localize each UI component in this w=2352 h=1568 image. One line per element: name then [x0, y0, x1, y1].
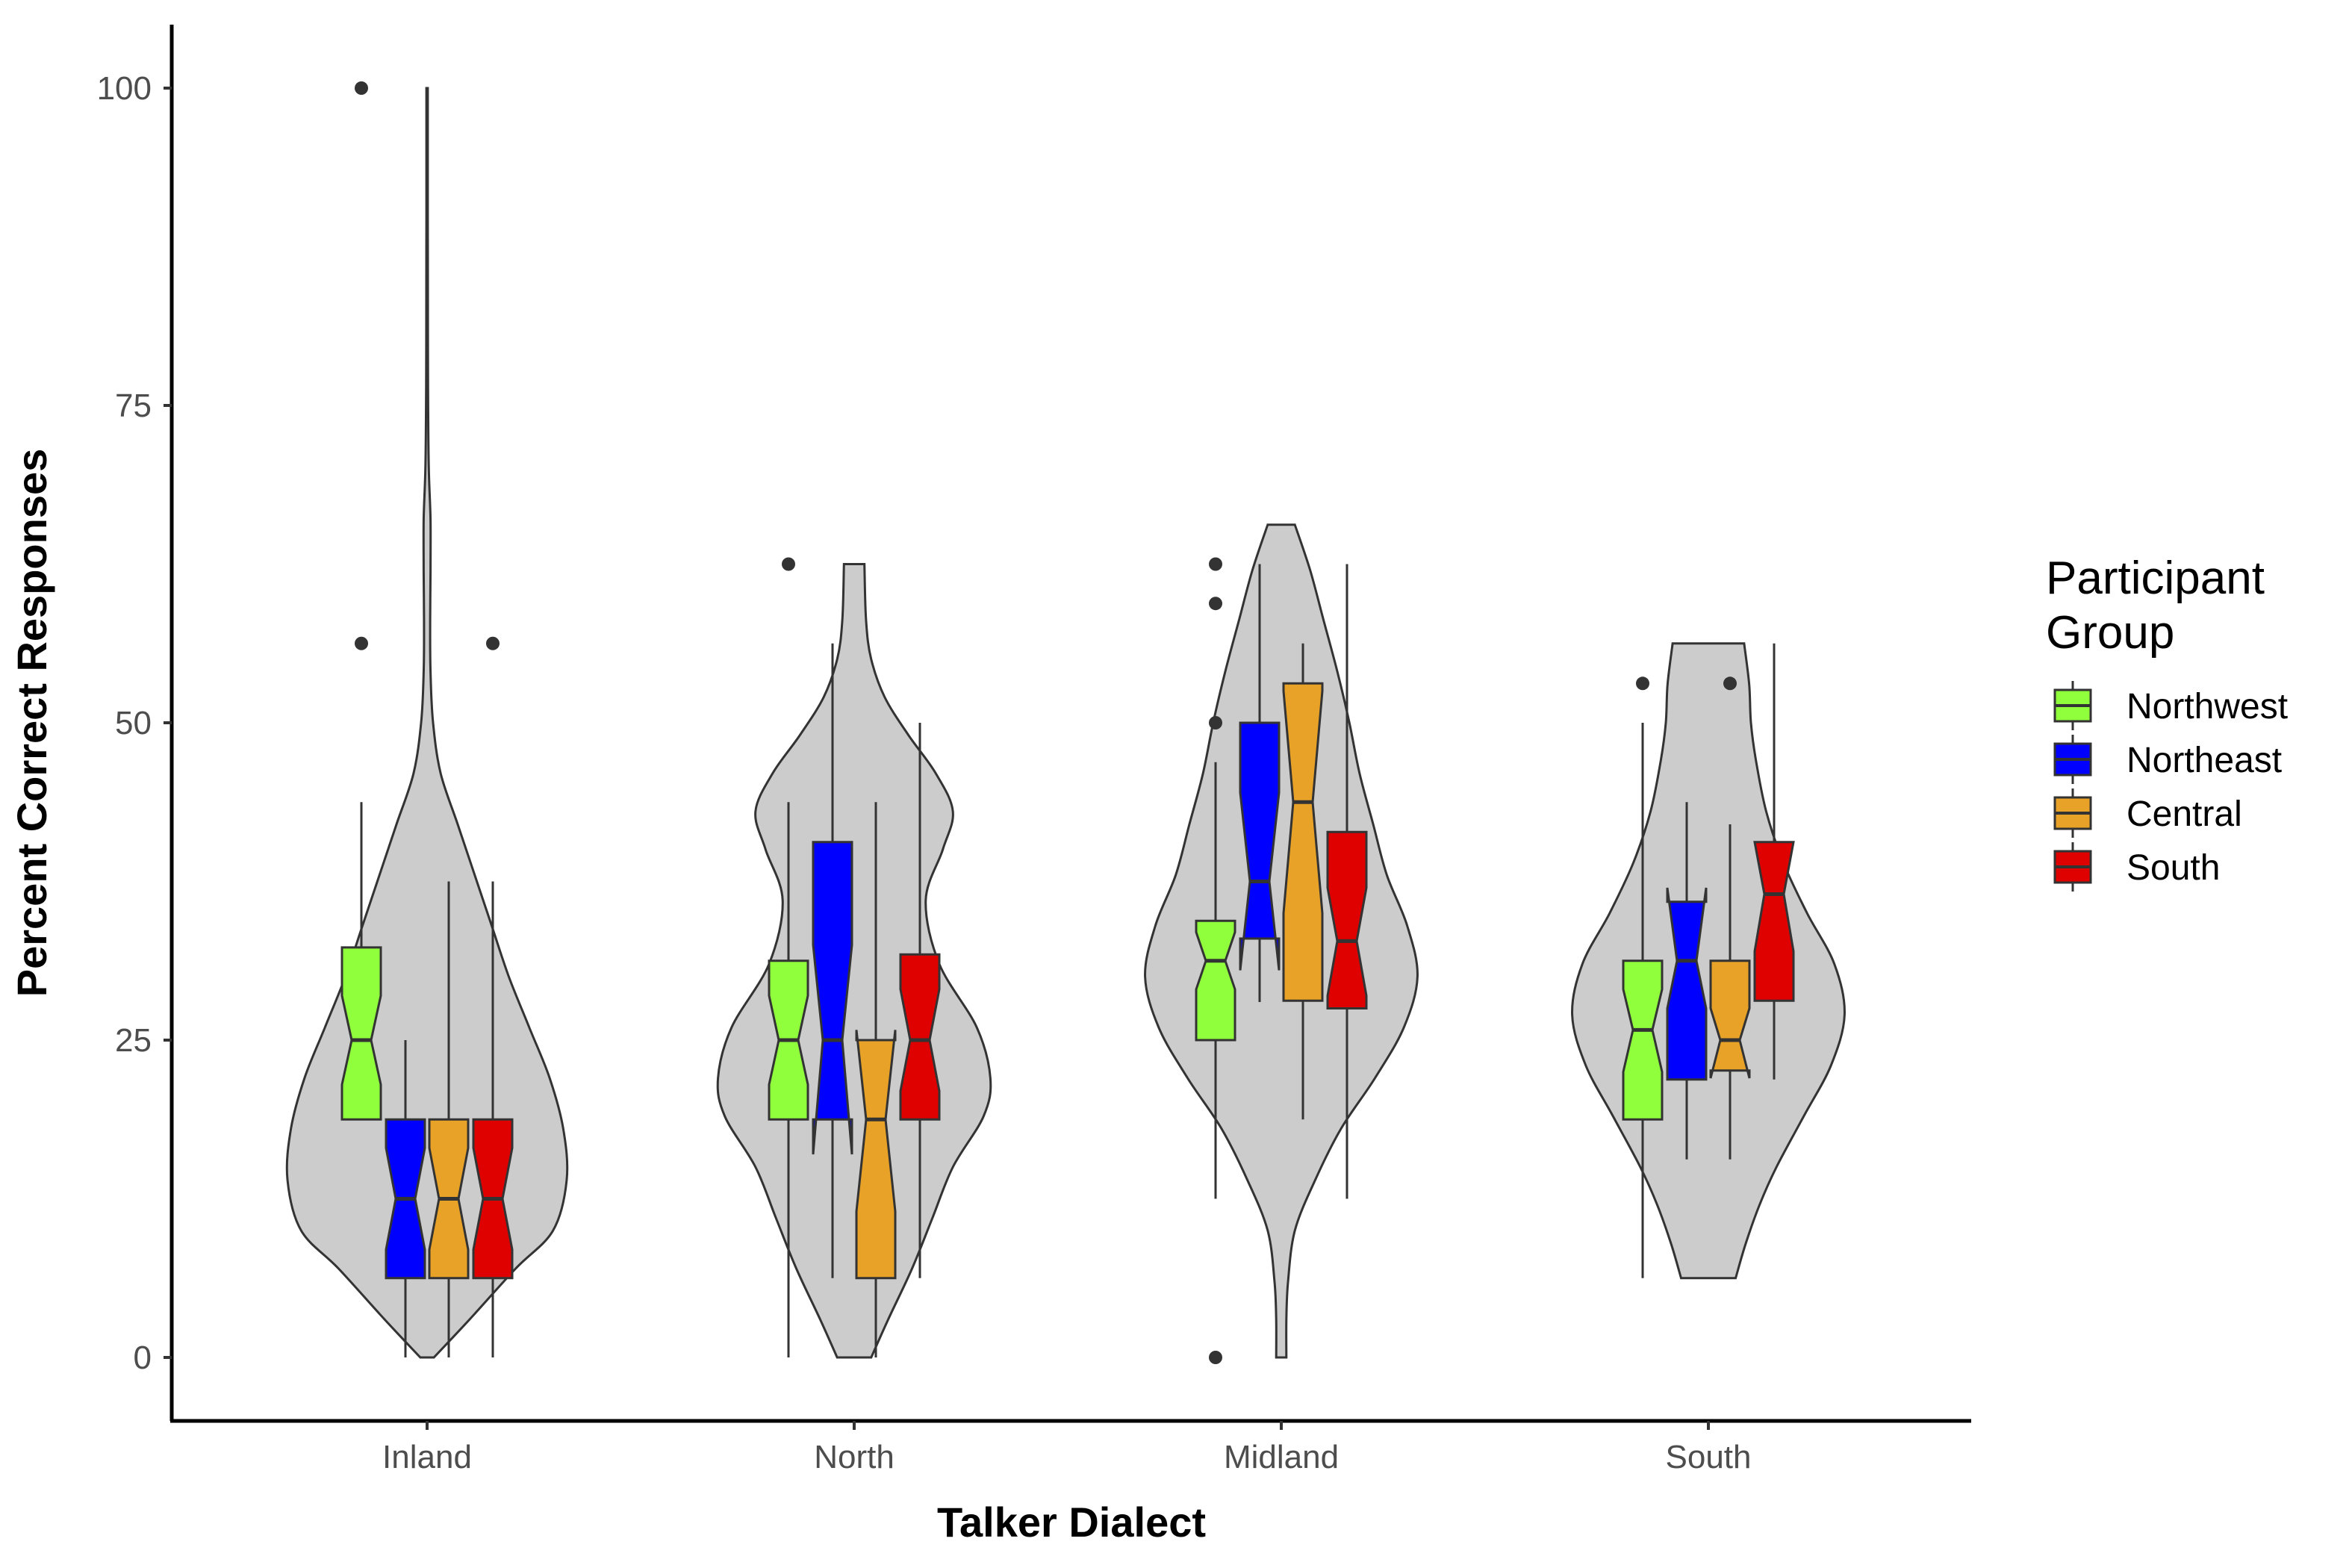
box — [1622, 959, 1664, 1121]
legend-label: Northwest — [2127, 687, 2288, 727]
legend-title-line-1: Participant — [2046, 553, 2265, 604]
outlier-point — [355, 81, 368, 95]
y-axis-title: Percent Correct Responses — [8, 449, 55, 998]
x-ticks: Inland North Midland South — [382, 1421, 1751, 1475]
boxplot-inland-south — [472, 636, 514, 1357]
box — [1666, 887, 1708, 1081]
boxplot-inland-central — [428, 881, 470, 1357]
boxplot-north-central — [855, 802, 897, 1357]
box — [855, 1030, 897, 1280]
box — [1282, 682, 1324, 1002]
y-tick-label: 25 — [115, 1022, 152, 1059]
outlier-point — [355, 636, 368, 650]
legend-entry-northwest: Northwest — [2053, 681, 2288, 730]
boxplot-midland-northeast — [1239, 564, 1281, 1002]
legend-keys: Northwest Northeast Central South — [2053, 681, 2288, 892]
boxplot-north-northwest — [768, 557, 809, 1357]
y-tick-label: 75 — [115, 388, 152, 424]
outlier-point — [1636, 676, 1649, 691]
outlier-point — [1209, 597, 1222, 611]
y-tick-label: 0 — [134, 1340, 152, 1376]
boxplot-north-south — [899, 723, 941, 1278]
x-tick-label-south: South — [1666, 1439, 1752, 1475]
box — [1709, 959, 1751, 1079]
y-tick-label: 50 — [115, 705, 152, 741]
box — [812, 841, 853, 1155]
outlier-point — [782, 557, 795, 571]
box — [1195, 919, 1236, 1042]
box — [340, 946, 382, 1121]
legend-title-line-2: Group — [2046, 607, 2174, 659]
boxplot-midland-northwest — [1195, 557, 1236, 1364]
legend-entry-northeast: Northeast — [2053, 735, 2282, 784]
legend-label: Central — [2127, 794, 2242, 834]
boxplot-midland-central — [1282, 643, 1324, 1120]
x-axis-title: Talker Dialect — [937, 1499, 1206, 1546]
violin-midland — [1144, 523, 1419, 1359]
outlier-point — [1209, 557, 1222, 571]
boxplot-south-northwest — [1622, 676, 1664, 1278]
violin-inland — [285, 87, 569, 1359]
legend-label: South — [2127, 848, 2220, 888]
y-tick-label: 100 — [97, 70, 152, 107]
boxplot-inland-northwest — [340, 81, 382, 1121]
boxplot-inland-northeast — [385, 1040, 426, 1357]
boxplots-layer — [340, 81, 1795, 1364]
x-tick-label-north: North — [814, 1439, 895, 1475]
outlier-point — [1209, 1351, 1222, 1364]
boxplot-midland-south — [1326, 564, 1368, 1199]
legend-label: Northeast — [2127, 741, 2282, 780]
x-tick-label-midland: Midland — [1224, 1439, 1339, 1475]
boxplot-south-south — [1753, 643, 1795, 1080]
y-ticks: 0 25 50 75 100 — [97, 70, 172, 1376]
outlier-point — [1209, 716, 1222, 729]
outlier-point — [486, 636, 500, 650]
boxplot-south-northeast — [1666, 802, 1708, 1160]
boxplot-south-central — [1709, 676, 1751, 1160]
box — [1326, 830, 1368, 1009]
legend-entry-central: Central — [2053, 788, 2242, 838]
x-tick-label-inland: Inland — [382, 1439, 472, 1475]
legend: Participant Group Northwest Northeast Cent… — [2046, 553, 2288, 892]
outlier-point — [1723, 676, 1737, 691]
boxplot-north-northeast — [812, 643, 853, 1278]
violins-layer — [285, 87, 1846, 1359]
box — [1239, 721, 1281, 971]
box — [899, 953, 941, 1121]
box — [1753, 841, 1795, 1002]
violin-south — [1571, 642, 1846, 1280]
legend-entry-south: South — [2053, 842, 2220, 892]
violin-north — [716, 563, 992, 1359]
